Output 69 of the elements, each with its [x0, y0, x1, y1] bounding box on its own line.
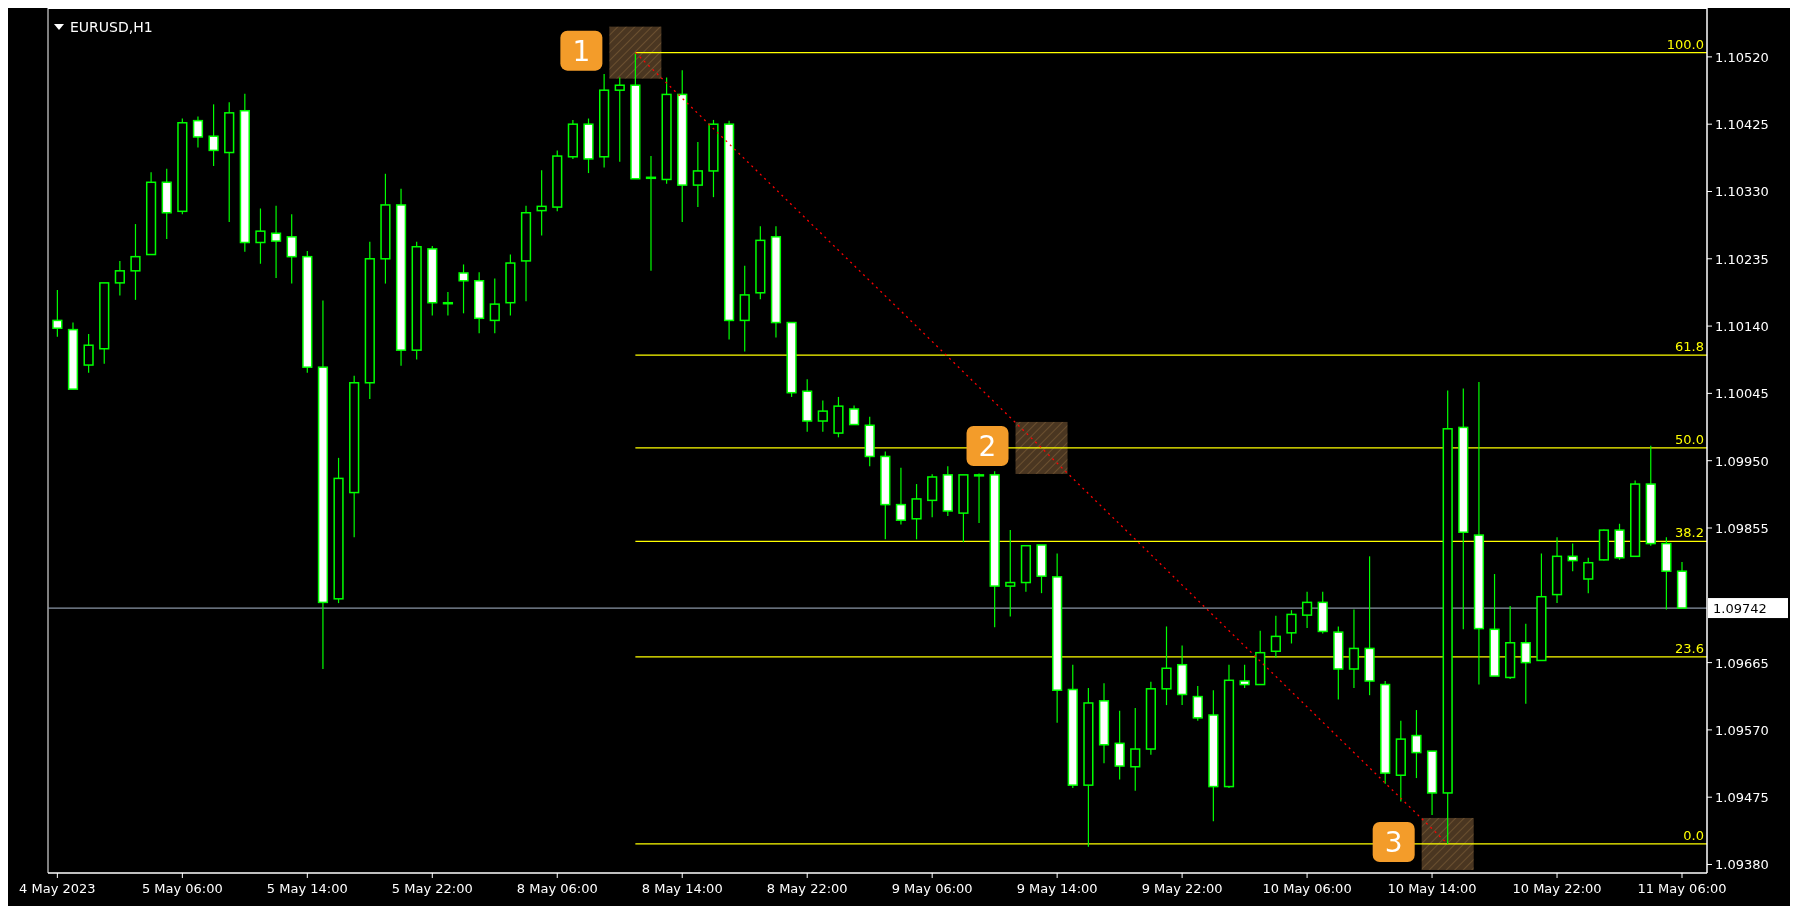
annotation: 2 — [978, 429, 997, 463]
candlestick — [1270, 615, 1281, 659]
candlestick — [817, 399, 828, 433]
candlestick — [1286, 609, 1297, 645]
candlestick — [270, 205, 282, 279]
annotation: 1 — [572, 34, 591, 68]
candlestick — [208, 103, 219, 167]
y-tick-label: 1.09475 — [1715, 790, 1769, 806]
annotation: 23.6 — [1675, 640, 1704, 656]
annotation: 38.2 — [1675, 525, 1704, 541]
candlestick — [130, 223, 141, 301]
candlestick — [1239, 664, 1250, 689]
x-tick-label: 9 May 06:00 — [891, 881, 973, 896]
x-tick-label: 5 May 14:00 — [266, 881, 348, 896]
candlestick — [692, 141, 703, 208]
x-tick-label: 8 May 22:00 — [766, 881, 848, 896]
x-tick-label: 8 May 14:00 — [641, 881, 723, 896]
x-tick-label: 8 May 06:00 — [516, 881, 598, 896]
candlestick — [1301, 591, 1313, 629]
y-tick-label: 1.09380 — [1715, 857, 1769, 873]
candlestick — [1411, 709, 1422, 779]
annotation: 61.8 — [1675, 339, 1704, 355]
candlestick — [489, 278, 500, 334]
x-tick-label: 5 May 22:00 — [391, 881, 473, 896]
candlestick — [83, 333, 94, 374]
x-tick-label: 10 May 14:00 — [1387, 881, 1477, 896]
y-tick-label: 1.10330 — [1715, 184, 1769, 200]
x-tick-label: 10 May 22:00 — [1512, 881, 1602, 896]
candlestick — [114, 260, 125, 297]
y-tick-label: 1.10235 — [1715, 251, 1769, 267]
x-tick-label: 9 May 14:00 — [1016, 881, 1098, 896]
candlestick — [458, 263, 469, 314]
annotation: 0.0 — [1683, 827, 1704, 843]
y-tick-label: 1.09950 — [1715, 453, 1769, 469]
candlestick — [1520, 623, 1531, 705]
text: EURUSD,H1 — [70, 19, 153, 35]
candlestick — [1348, 608, 1360, 689]
candlestick — [1005, 529, 1016, 618]
candlestick — [895, 467, 907, 526]
annotation: 3 — [1384, 825, 1403, 859]
y-tick-label: 1.09855 — [1715, 520, 1769, 536]
x-tick-label: 9 May 22:00 — [1141, 881, 1223, 896]
y-tick-label: 1.09570 — [1715, 722, 1769, 738]
candlestick — [911, 483, 922, 540]
candlestick — [973, 472, 985, 524]
candlestick — [52, 289, 63, 338]
candlestick — [1583, 557, 1594, 594]
annotation: 50.0 — [1675, 431, 1704, 447]
candlestick — [1192, 685, 1203, 722]
x-tick-label: 10 May 06:00 — [1262, 881, 1352, 896]
y-tick-label: 1.10520 — [1715, 49, 1769, 65]
candlestick — [255, 207, 266, 265]
candlestick — [927, 473, 938, 518]
annotation: 100.0 — [1666, 36, 1704, 52]
candlestick — [614, 76, 625, 163]
y-tick-label: 1.10140 — [1715, 319, 1769, 335]
candlestick — [286, 213, 297, 285]
x-tick-label: 11 May 06:00 — [1637, 881, 1727, 896]
x-tick-label: 4 May 2023 — [19, 881, 96, 896]
candlestick — [1114, 710, 1125, 781]
candlestick — [1161, 625, 1172, 706]
y-tick-label: 1.10425 — [1715, 117, 1769, 133]
ref-line-label: 1.09742 — [1713, 601, 1767, 617]
y-tick-label: 1.10045 — [1715, 386, 1769, 402]
candlestick — [1130, 707, 1141, 792]
candlestick — [192, 115, 204, 149]
candlestick — [848, 404, 860, 426]
x-tick-label: 5 May 06:00 — [141, 881, 223, 896]
y-tick-label: 1.09665 — [1715, 655, 1769, 671]
